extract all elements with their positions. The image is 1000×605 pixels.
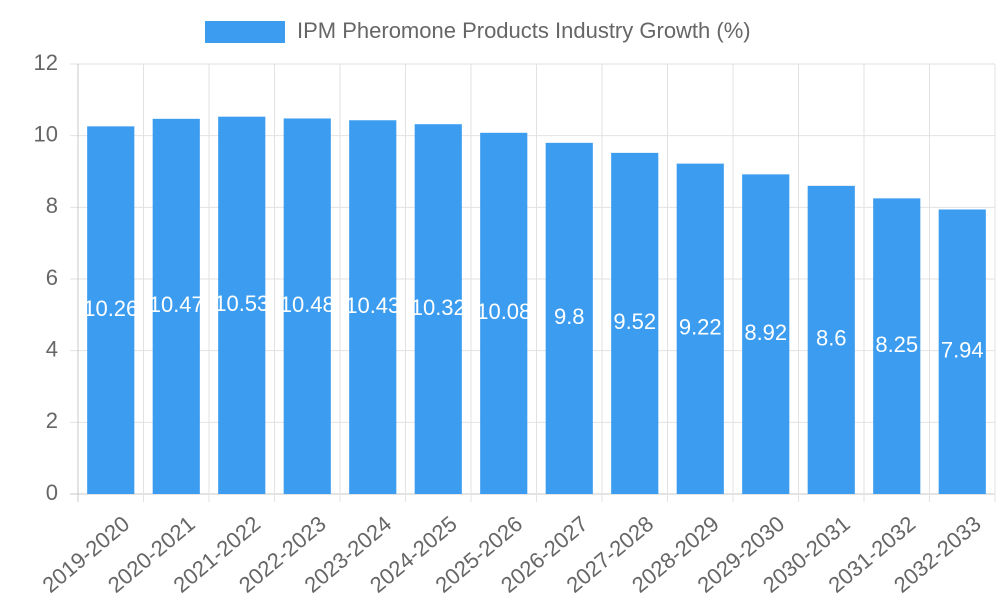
data-label: 10.43 (345, 293, 400, 318)
data-label: 10.32 (411, 295, 466, 320)
data-label: 7.94 (941, 338, 984, 363)
bar[interactable] (152, 118, 200, 494)
legend[interactable]: IPM Pheromone Products Industry Growth (… (205, 18, 751, 43)
data-label: 10.08 (476, 299, 531, 324)
bar[interactable] (938, 209, 986, 494)
data-label: 8.6 (816, 326, 847, 351)
bar[interactable] (87, 126, 135, 494)
legend-label[interactable]: IPM Pheromone Products Industry Growth (… (297, 18, 751, 43)
data-labels: 10.26 10.47 10.53 10.48 10.43 10.32 10.08 9.8 9.… (83, 291, 983, 362)
bar[interactable] (349, 120, 397, 494)
grid-lines (70, 63, 996, 502)
bar[interactable] (414, 124, 462, 494)
data-label: 9.22 (679, 315, 722, 340)
bar[interactable] (480, 132, 528, 495)
data-label: 8.25 (875, 332, 918, 357)
data-label: 10.26 (83, 296, 138, 321)
data-label: 8.92 (744, 320, 787, 345)
data-label: 10.48 (280, 292, 335, 317)
bar[interactable] (611, 152, 659, 494)
y-tick-label: 4 (46, 336, 58, 361)
bar[interactable] (676, 163, 724, 494)
bar[interactable] (742, 174, 790, 494)
legend-swatch[interactable] (205, 21, 285, 43)
bar[interactable] (218, 116, 266, 495)
data-label: 10.47 (149, 292, 204, 317)
bar[interactable] (545, 142, 593, 495)
data-label: 9.8 (554, 304, 585, 329)
data-label: 10.53 (214, 291, 269, 316)
bar[interactable] (807, 185, 855, 495)
bar[interactable] (873, 198, 921, 494)
y-tick-label: 2 (46, 408, 58, 433)
y-tick-label: 10 (34, 121, 58, 146)
y-tick-label: 8 (46, 193, 58, 218)
bars (87, 116, 986, 495)
y-tick-label: 0 (46, 480, 58, 505)
y-tick-label: 12 (34, 50, 58, 75)
data-label: 9.52 (613, 309, 656, 334)
bar[interactable] (283, 118, 331, 494)
y-tick-label: 6 (46, 265, 58, 290)
